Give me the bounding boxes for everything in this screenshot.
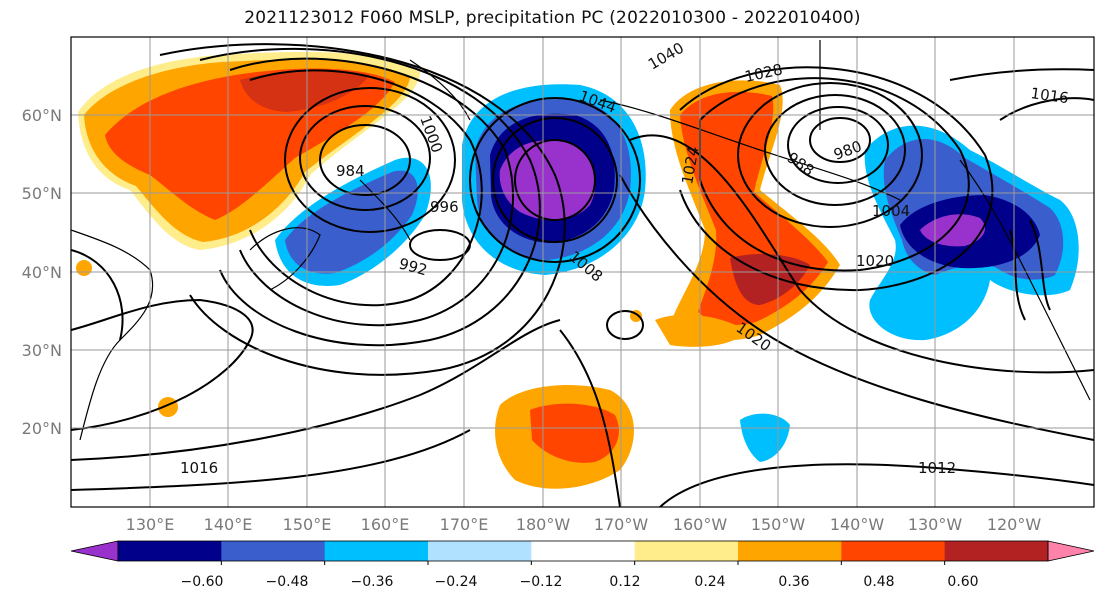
contour-label-1004: 1004 [872, 202, 910, 220]
colorbar-tick-neg024: −0.24 [435, 574, 478, 590]
colorbar-tick-neg060: −0.60 [181, 574, 224, 590]
colorbar-outline [117, 540, 1049, 562]
lon-label-120w: 120°W [987, 515, 1042, 534]
colorbar-swatch [324, 541, 429, 561]
contour-label-1012: 1012 [918, 459, 956, 477]
colorbar-tick-neg036: −0.36 [351, 574, 394, 590]
lon-label-180w: 180°W [516, 515, 571, 534]
contour-label-1016-right: 1016 [1029, 84, 1069, 107]
lon-label-130e: 130°E [126, 515, 175, 534]
lon-label-150e: 150°E [283, 515, 332, 534]
colorbar-tick-048: 0.48 [863, 574, 894, 590]
lat-label-50: 50°N [22, 184, 62, 203]
lon-label-170e: 170°E [440, 515, 489, 534]
lon-label-160w: 160°W [673, 515, 728, 534]
colorbar-tick-012: 0.12 [609, 574, 640, 590]
lon-label-160e: 160°E [361, 515, 410, 534]
lat-label-20: 20°N [22, 419, 62, 438]
lat-label-60: 60°N [22, 106, 62, 125]
graticule [71, 37, 1094, 507]
map-title: 2021123012 F060 MSLP, precipitation PC (… [244, 8, 861, 28]
lon-label-140e: 140°E [204, 515, 253, 534]
lat-label-30: 30°N [22, 341, 62, 360]
mslp-contours [71, 43, 1094, 507]
colorbar-tick-neg012: −0.12 [520, 574, 563, 590]
lon-label-170w: 170°W [594, 515, 649, 534]
lat-label-40: 40°N [22, 263, 62, 282]
colorbar [70, 540, 1095, 565]
coastlines [71, 40, 1091, 441]
colorbar-extend-max [1047, 540, 1095, 562]
colorbar-extend-min [70, 540, 119, 562]
contour-label-984: 984 [336, 162, 365, 180]
colorbar-tick-036: 0.36 [778, 574, 809, 590]
lon-label-130w: 130°W [908, 515, 963, 534]
map-frame [70, 36, 1095, 508]
lon-label-140w: 140°W [830, 515, 885, 534]
colorbar-swatch [428, 541, 532, 561]
precip-negative-dateline [462, 84, 646, 275]
colorbar-swatch [841, 541, 946, 561]
colorbar-swatch [221, 541, 326, 561]
lon-label-150w: 150°W [751, 515, 806, 534]
colorbar-tick-024: 0.24 [694, 574, 725, 590]
contour-label-1020: 1020 [856, 252, 894, 270]
colorbar-tick-060: 0.60 [947, 574, 978, 590]
colorbar-swatch [634, 541, 739, 561]
colorbar-swatch [118, 541, 222, 561]
colorbar-tick-neg048: −0.48 [266, 574, 309, 590]
colorbar-swatch [738, 541, 842, 561]
precip-positive-asia [78, 51, 420, 250]
contour-label-1016: 1016 [180, 459, 218, 477]
contour-label-996: 996 [430, 198, 459, 216]
colorbar-swatch [531, 541, 636, 561]
colorbar-swatch [944, 541, 1049, 561]
precip-negative-west-coast [864, 125, 1079, 341]
